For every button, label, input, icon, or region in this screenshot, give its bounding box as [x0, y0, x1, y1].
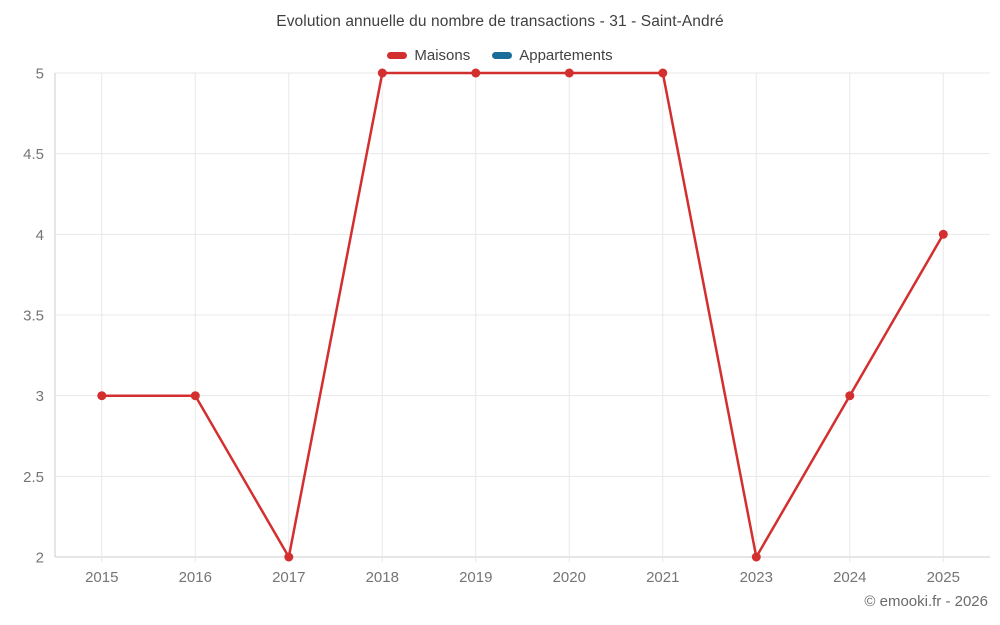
data-point-marker[interactable] — [938, 229, 948, 239]
y-axis-tick-label: 2 — [36, 550, 44, 567]
gridlines: 2 2.5 3 3.5 4 4.5 5 2015 2016 2017 2018 2019 2020 202… — [23, 66, 990, 586]
legend-swatch-maisons-icon — [387, 51, 408, 59]
y-axis-tick-label: 2.5 — [23, 469, 44, 486]
series-line — [100, 71, 945, 559]
chart-legend: Maisons Appartements — [0, 45, 1000, 65]
legend-item-appartements[interactable]: Appartements — [492, 46, 613, 64]
x-axis-tick-label: 2017 — [272, 569, 305, 586]
x-axis-tick-label: 2016 — [179, 569, 212, 586]
x-axis-tick-label: 2018 — [366, 569, 399, 586]
data-point-marker[interactable] — [658, 68, 668, 78]
data-point-marker[interactable] — [190, 391, 200, 401]
legend-item-maisons[interactable]: Maisons — [387, 47, 470, 64]
y-axis-tick-label: 4 — [36, 227, 44, 244]
x-axis-tick-label: 2025 — [927, 569, 960, 586]
data-point-marker[interactable] — [751, 552, 761, 562]
data-point-marker[interactable] — [97, 391, 107, 401]
copyright-text: © emooki.fr - 2026 — [864, 593, 988, 610]
y-axis-tick-label: 3 — [36, 388, 44, 405]
x-axis-tick-label: 2015 — [85, 569, 118, 586]
x-axis-tick-label: 2021 — [646, 569, 679, 586]
legend-swatch-appartements-icon — [492, 51, 513, 59]
data-point-marker[interactable] — [564, 68, 574, 78]
series-maisons — [97, 68, 948, 562]
y-axis-tick-label: 3.5 — [23, 308, 44, 325]
data-point-marker[interactable] — [284, 552, 294, 562]
data-point-marker[interactable] — [471, 68, 481, 78]
legend-label-maisons: Maisons — [414, 46, 471, 64]
x-axis-tick-label: 2020 — [553, 569, 586, 586]
x-axis-tick-label: 2019 — [459, 569, 492, 586]
y-axis-tick-label: 4.5 — [23, 146, 44, 163]
data-point-marker[interactable] — [377, 68, 387, 78]
y-axis-tick-label: 5 — [36, 66, 44, 83]
x-axis-tick-label: 2023 — [740, 569, 773, 586]
legend-label-appartements: Appartements — [519, 46, 613, 64]
chart-title: Evolution annuelle du nombre de transact… — [276, 13, 724, 30]
x-axis-tick-label: 2024 — [833, 569, 866, 586]
data-point-marker[interactable] — [845, 391, 855, 401]
